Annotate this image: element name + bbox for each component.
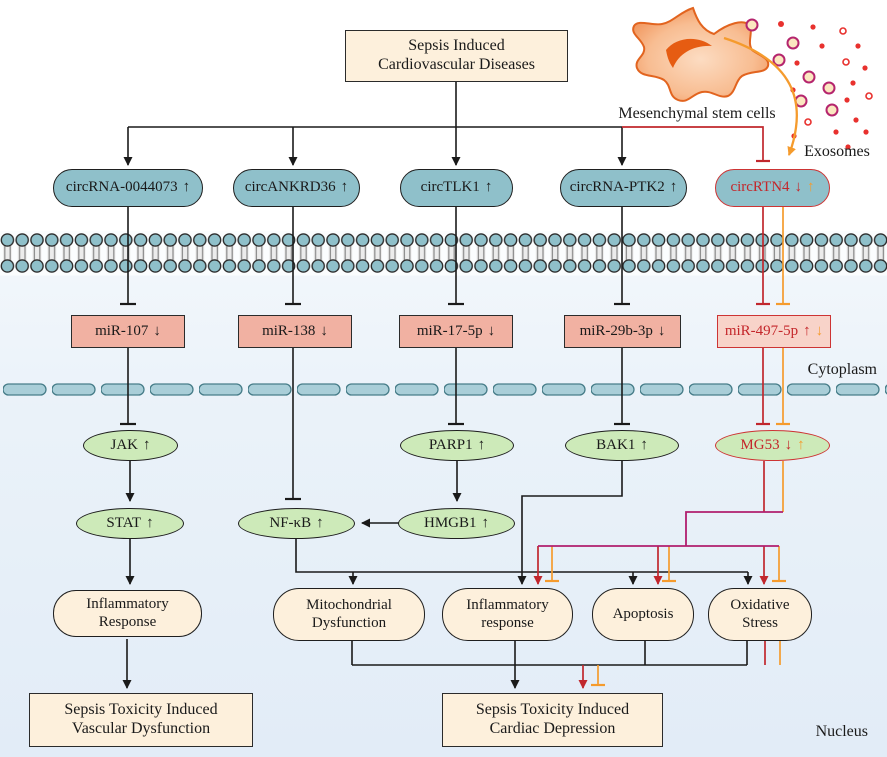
cardiac-depression-box: Sepsis Toxicity Induced Cardiac Depressi… — [442, 693, 663, 747]
mir-107-node: miR-107 ↓ — [71, 315, 185, 348]
exosome-particles — [745, 18, 873, 150]
circrtn4-node: circRTN4 ↓ ↑ — [715, 169, 830, 207]
down-arrow: ↓ — [794, 179, 803, 196]
title-box: Sepsis Induced Cardiovascular Diseases — [345, 30, 568, 82]
mg53-label: MG53 — [740, 436, 780, 453]
up-arrow: ↑ — [182, 179, 191, 196]
exosome-secretion-arrow — [723, 36, 798, 156]
nuclear-membrane — [0, 383, 887, 396]
up-arrow: ↑ — [797, 436, 805, 453]
up-arrow: ↑ — [477, 436, 486, 453]
outcome-line1: Apoptosis — [612, 605, 674, 622]
circankrd36-label: circANKRD36 — [244, 179, 336, 196]
bak1-label: BAK1 — [596, 436, 636, 453]
outcome-line1: Oxidative — [730, 596, 790, 613]
mesenchymal-stem-cells-label: Mesenchymal stem cells — [618, 105, 776, 122]
circrna-0044073-label: circRNA-0044073 — [65, 179, 178, 196]
mir-497-5p-node: miR-497-5p ↑ ↓ — [717, 315, 831, 348]
stat-label: STAT — [106, 514, 142, 531]
inflammatory-response-cardiac-node: Inflammatory response — [442, 588, 573, 641]
circankrd36-node: circANKRD36 ↑ — [233, 169, 360, 207]
mesenchymal-stem-cell-art — [632, 6, 770, 102]
up-arrow: ↑ — [481, 514, 490, 531]
endpoint-line2: Vascular Dysfunction — [71, 720, 211, 737]
endpoint-line1: Sepsis Toxicity Induced — [475, 701, 630, 719]
exosomes-label: Exosomes — [804, 143, 870, 160]
circrtn4-label: circRTN4 — [730, 179, 790, 196]
nfkb-label: NF-κB — [269, 514, 312, 531]
jak-node: JAK ↑ — [83, 430, 178, 461]
down-arrow: ↓ — [487, 322, 496, 339]
black-edges — [120, 82, 753, 689]
magenta-edges — [538, 511, 783, 547]
red-edges — [533, 126, 770, 689]
hmgb1-label: HMGB1 — [423, 514, 477, 531]
up-arrow: ↑ — [340, 179, 349, 196]
down-arrow: ↓ — [153, 322, 161, 339]
cytoplasm-label: Cytoplasm — [807, 361, 877, 378]
plasma-membrane — [0, 231, 887, 275]
circrna-ptk2-node: circRNA-PTK2 ↑ — [560, 169, 687, 207]
mir-17-5p-label: miR-17-5p — [416, 322, 483, 339]
up-arrow: ↑ — [316, 514, 324, 531]
nfkb-node: NF-κB ↑ — [238, 508, 355, 539]
down-arrow: ↓ — [657, 322, 666, 339]
up-arrow: ↑ — [484, 179, 493, 196]
endpoint-line1: Sepsis Toxicity Induced — [64, 701, 218, 719]
mir-138-node: miR-138 ↓ — [238, 315, 352, 348]
circrna-0044073-node: circRNA-0044073 ↑ — [53, 169, 203, 207]
stat-node: STAT ↑ — [76, 508, 184, 539]
hmgb1-node: HMGB1 ↑ — [398, 508, 515, 539]
outcome-line1: Mitochondrial — [306, 596, 392, 613]
up-arrow: ↑ — [640, 436, 648, 453]
up-arrow: ↑ — [807, 179, 815, 196]
nucleus-label: Nucleus — [815, 723, 868, 740]
up-arrow: ↑ — [146, 514, 154, 531]
mir-107-label: miR-107 — [95, 322, 149, 339]
vascular-dysfunction-box: Sepsis Toxicity Induced Vascular Dysfunc… — [29, 693, 253, 747]
mir-497-5p-label: miR-497-5p — [724, 322, 799, 339]
mitochondrial-dysfunction-node: Mitochondrial Dysfunction — [273, 588, 425, 641]
down-arrow: ↓ — [784, 436, 793, 453]
up-arrow: ↑ — [143, 436, 151, 453]
inflammatory-response-vascular-node: Inflammatory Response — [53, 590, 202, 637]
mir-17-5p-node: miR-17-5p ↓ — [399, 315, 513, 348]
outcome-line2: response — [481, 614, 534, 631]
outcome-line2: Response — [98, 613, 157, 630]
orange-edges — [545, 207, 790, 687]
down-arrow: ↓ — [320, 322, 328, 339]
bak1-node: BAK1 ↑ — [565, 430, 679, 461]
jak-label: JAK — [110, 436, 138, 453]
mg53-node: MG53 ↓ ↑ — [715, 430, 830, 461]
title-line1: Sepsis Induced — [408, 37, 505, 55]
title-line2: Cardiovascular Diseases — [378, 56, 535, 73]
up-arrow: ↑ — [803, 322, 811, 339]
circrna-ptk2-label: circRNA-PTK2 — [569, 179, 665, 196]
circtlk1-label: circTLK1 — [420, 179, 480, 196]
mir-29b-3p-label: miR-29b-3p — [579, 322, 653, 339]
outcome-line1: Inflammatory — [466, 596, 549, 613]
circtlk1-node: circTLK1 ↑ — [400, 169, 513, 207]
outcome-line2: Dysfunction — [311, 614, 387, 631]
down-arrow: ↓ — [815, 322, 824, 339]
parp1-label: PARP1 — [428, 436, 473, 453]
mir-29b-3p-node: miR-29b-3p ↓ — [564, 315, 681, 348]
oxidative-stress-node: Oxidative Stress — [708, 588, 812, 641]
endpoint-line2: Cardiac Depression — [489, 720, 616, 737]
outcome-line2: Stress — [742, 614, 778, 631]
apoptosis-node: Apoptosis — [592, 588, 694, 641]
outcome-line1: Inflammatory — [86, 595, 169, 612]
parp1-node: PARP1 ↑ — [400, 430, 514, 461]
mir-138-label: miR-138 — [262, 322, 316, 339]
up-arrow: ↑ — [669, 179, 678, 196]
